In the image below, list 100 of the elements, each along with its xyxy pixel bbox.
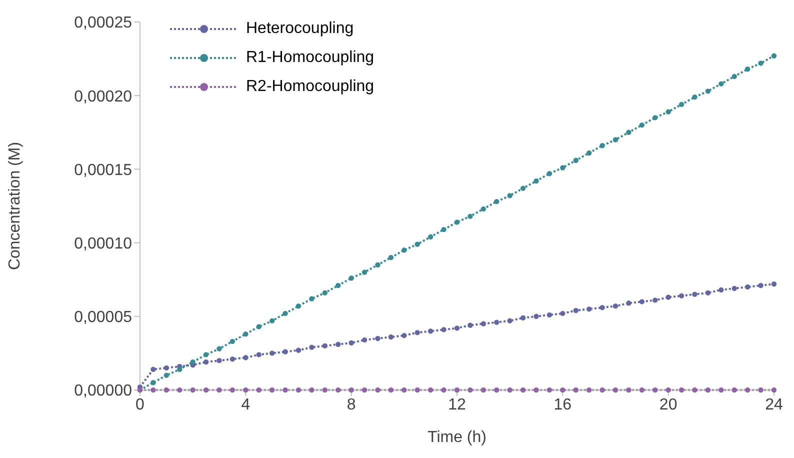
point — [639, 387, 645, 393]
point — [428, 328, 434, 334]
y-tick-label: 0,00005 — [74, 309, 132, 326]
point — [534, 387, 539, 393]
x-tick-label: 24 — [765, 396, 783, 414]
point — [243, 355, 248, 360]
x-tick-label: 4 — [241, 396, 250, 414]
point — [560, 310, 566, 316]
point — [388, 387, 394, 393]
point — [586, 387, 592, 393]
point — [718, 287, 724, 293]
point — [758, 282, 764, 288]
point — [652, 298, 658, 303]
point — [692, 292, 698, 297]
x-tick-label: 12 — [448, 396, 466, 414]
point — [296, 348, 302, 353]
point — [322, 387, 328, 393]
point — [612, 387, 618, 393]
point — [692, 387, 698, 393]
point — [150, 387, 156, 393]
point — [256, 352, 262, 358]
point — [296, 387, 302, 393]
point — [402, 248, 407, 253]
point — [732, 74, 737, 80]
point — [203, 387, 209, 393]
point — [718, 387, 724, 393]
point — [560, 387, 566, 393]
point — [626, 130, 632, 135]
point — [388, 334, 394, 340]
point — [282, 310, 288, 316]
point — [666, 109, 671, 114]
point — [758, 387, 764, 393]
point — [203, 352, 209, 358]
point — [546, 171, 552, 176]
point — [336, 282, 341, 288]
point — [322, 343, 328, 348]
point — [652, 387, 658, 393]
point — [626, 387, 632, 393]
point — [216, 387, 222, 393]
point — [639, 299, 645, 304]
point — [428, 234, 434, 240]
legend-label: Heterocoupling — [246, 20, 354, 38]
point — [652, 115, 658, 120]
point — [177, 366, 182, 372]
point — [666, 294, 671, 300]
point — [230, 338, 236, 344]
y-tick-label: 0,00015 — [74, 162, 132, 179]
point — [507, 387, 512, 393]
point — [441, 327, 446, 332]
point — [705, 290, 711, 296]
point — [190, 387, 196, 393]
point — [546, 387, 552, 393]
point — [454, 220, 460, 225]
point — [718, 81, 724, 86]
point — [348, 340, 354, 346]
point — [362, 270, 368, 275]
point — [269, 387, 275, 393]
point — [428, 387, 434, 393]
point — [771, 387, 777, 393]
y-tick-label: 0,00025 — [74, 14, 132, 32]
point — [309, 296, 314, 302]
point — [573, 387, 578, 393]
point — [507, 193, 512, 198]
point — [282, 349, 288, 354]
point — [203, 359, 209, 365]
point — [520, 387, 526, 393]
point — [414, 387, 420, 393]
x-tick-label: 16 — [554, 396, 572, 414]
point — [230, 356, 236, 362]
x-tick-label: 0 — [136, 396, 145, 414]
point — [520, 186, 526, 191]
point — [441, 226, 446, 232]
point — [678, 387, 684, 393]
point — [600, 304, 605, 310]
point — [744, 66, 750, 72]
point — [507, 318, 512, 324]
point — [164, 387, 170, 393]
point — [375, 387, 380, 393]
point — [732, 387, 737, 393]
point — [468, 322, 473, 328]
point — [468, 387, 473, 393]
point — [534, 314, 539, 319]
point — [388, 254, 394, 260]
point — [494, 387, 500, 393]
x-axis-title: Time (h) — [428, 429, 486, 446]
point — [678, 293, 684, 298]
point — [190, 359, 196, 365]
point — [586, 306, 592, 312]
point — [230, 387, 236, 393]
point — [494, 320, 500, 325]
y-tick-label: 0,00020 — [74, 88, 132, 106]
point — [348, 387, 354, 393]
y-tick-label: 0,00000 — [74, 382, 132, 400]
point — [600, 387, 605, 393]
point — [600, 143, 605, 148]
point — [626, 300, 632, 306]
point — [309, 387, 314, 393]
point — [243, 387, 248, 393]
point — [375, 262, 380, 268]
point — [414, 242, 420, 247]
